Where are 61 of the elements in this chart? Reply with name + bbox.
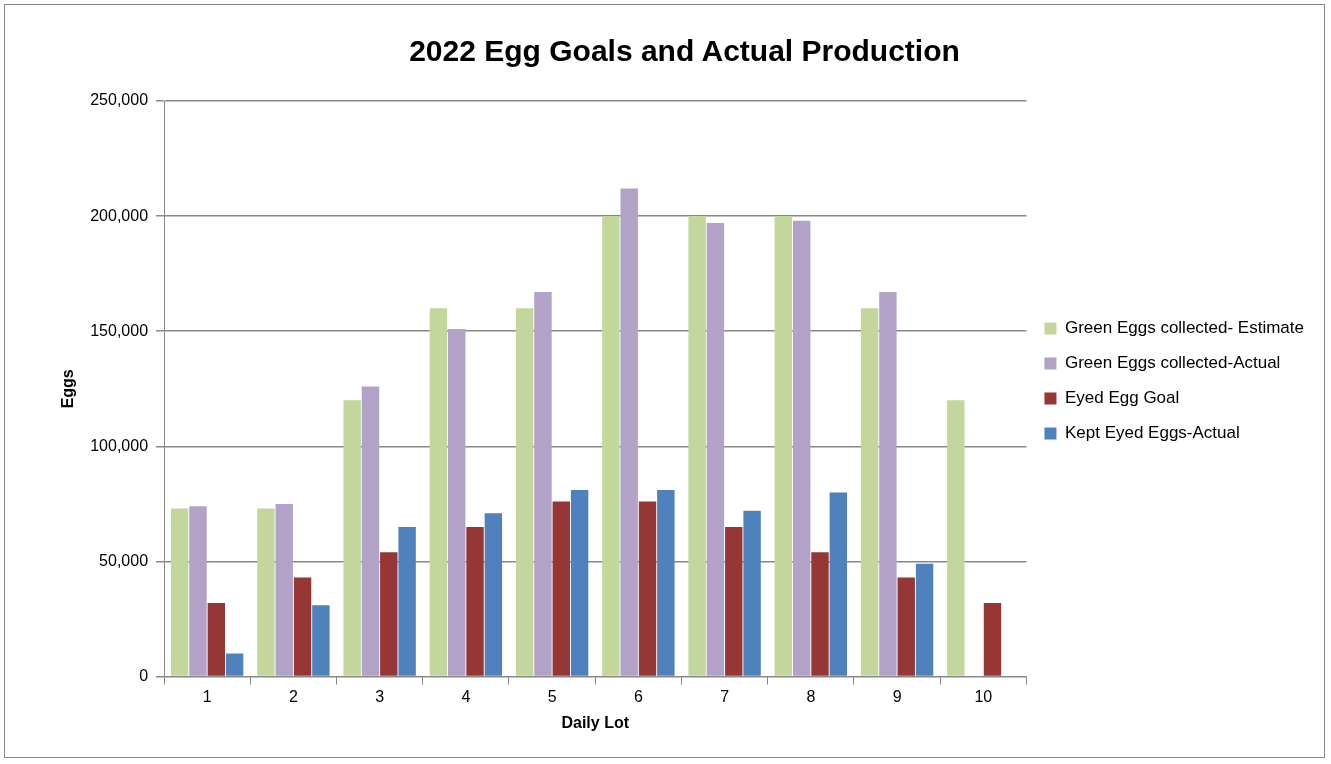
x-tick-label: 8: [806, 687, 816, 705]
legend-label: Kept Eyed Eggs-Actual: [1064, 423, 1240, 443]
bar: [620, 188, 638, 676]
bar: [361, 386, 380, 676]
legend-label: Eyed Egg Goal: [1064, 388, 1180, 408]
chart-title: 2022 Egg Goals and Actual Production: [409, 34, 960, 68]
bar: [448, 328, 466, 676]
bar: [774, 216, 793, 676]
bar: [897, 577, 915, 676]
bar: [570, 490, 589, 676]
y-tick-label: 0: [139, 667, 149, 685]
bar: [657, 490, 675, 676]
bar: [638, 501, 657, 676]
y-tick-label: 200,000: [90, 206, 149, 224]
y-axis-title: Eggs: [59, 369, 77, 409]
bar: [466, 526, 484, 676]
x-axis-title: Daily Lot: [561, 713, 630, 731]
bar: [343, 400, 361, 676]
y-tick-label: 150,000: [90, 321, 149, 339]
x-tick-label: 6: [633, 687, 643, 705]
bar: [602, 216, 620, 676]
y-tick-label: 100,000: [90, 436, 149, 454]
bar: [792, 220, 811, 676]
x-tick-label: 7: [720, 687, 730, 705]
bar: [829, 492, 848, 676]
bar: [915, 563, 934, 676]
x-tick-label: 3: [375, 687, 385, 705]
x-tick-label: 5: [547, 687, 557, 705]
bar: [725, 526, 743, 676]
y-tick-label: 250,000: [90, 91, 149, 109]
bar: [811, 552, 829, 676]
bar: [706, 223, 725, 676]
bar: [515, 308, 534, 676]
bar: [170, 508, 189, 676]
bar: [534, 292, 552, 676]
bar: [189, 506, 207, 676]
bar: [688, 216, 706, 676]
bar: [860, 308, 879, 676]
bar: [484, 513, 503, 676]
bar: [552, 501, 570, 676]
bar: [983, 602, 1002, 676]
bar: [293, 577, 312, 676]
bar: [947, 400, 965, 676]
x-tick-label: 4: [461, 687, 471, 705]
legend-label: Green Eggs collected- Estimate: [1064, 318, 1305, 338]
bar: [380, 552, 398, 676]
x-tick-label: 9: [892, 687, 902, 705]
x-tick-label: 10: [974, 687, 993, 705]
bar: [743, 510, 761, 676]
bar: [879, 292, 897, 676]
bar: [275, 503, 293, 676]
x-tick-label: 2: [288, 687, 298, 705]
bar: [225, 653, 244, 676]
bar: [429, 308, 448, 676]
bar: [257, 508, 275, 676]
bar: [207, 602, 226, 676]
x-tick-label: 1: [202, 687, 212, 705]
bar: [398, 526, 416, 676]
bar: [312, 605, 330, 676]
y-tick-label: 50,000: [99, 551, 149, 569]
legend-label: Green Eggs collected-Actual: [1064, 353, 1281, 373]
